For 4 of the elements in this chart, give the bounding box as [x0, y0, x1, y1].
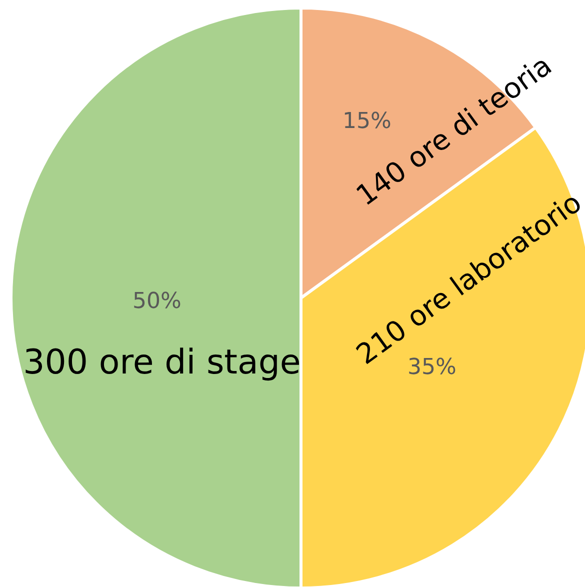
- data-label: 15%: [342, 109, 392, 134]
- data-label: 50%: [132, 289, 182, 314]
- slice-label: 300 ore di stage: [23, 342, 301, 382]
- data-label: 35%: [408, 355, 456, 380]
